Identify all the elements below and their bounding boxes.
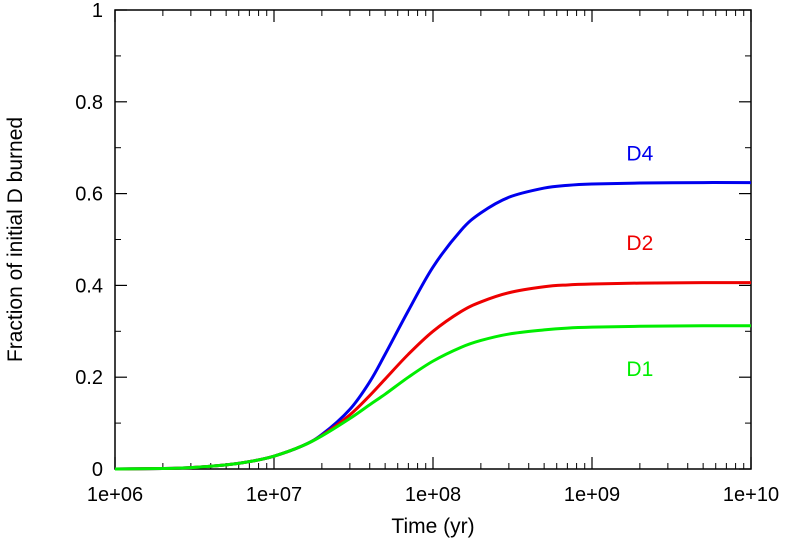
series-line-d1 [114, 324, 752, 471]
y-axis-label: Fraction of initial D burned [4, 117, 27, 362]
x-tick-label: 1e+07 [246, 484, 302, 506]
series-label-d1: D1 [626, 358, 653, 381]
y-tick-label: 1 [92, 0, 103, 22]
axis-tick-labels: 1e+06 1e+07 1e+08 1e+09 1e+10 0 0.2 0.4 0.6 0.8 1 [75, 0, 779, 506]
axis-ticks [114, 9, 752, 470]
x-tick-label: 1e+06 [87, 484, 143, 506]
series-label-d4: D4 [626, 142, 653, 165]
x-tick-label: 1e+08 [405, 484, 461, 506]
series-line-d2 [114, 281, 752, 471]
plot-frame [114, 9, 752, 470]
x-axis-label: Time (yr) [391, 515, 474, 538]
x-tick-label: 1e+10 [723, 484, 779, 506]
series-labels: D4 D2 D1 [626, 142, 653, 381]
series-lines [114, 181, 752, 471]
y-tick-label: 0 [92, 459, 103, 481]
series-label-d2: D2 [626, 232, 653, 255]
y-tick-label: 0.4 [75, 275, 103, 297]
y-tick-label: 0.2 [75, 367, 103, 389]
y-tick-label: 0.8 [75, 92, 103, 114]
x-tick-label: 1e+09 [564, 484, 620, 506]
y-tick-label: 0.6 [75, 184, 103, 206]
